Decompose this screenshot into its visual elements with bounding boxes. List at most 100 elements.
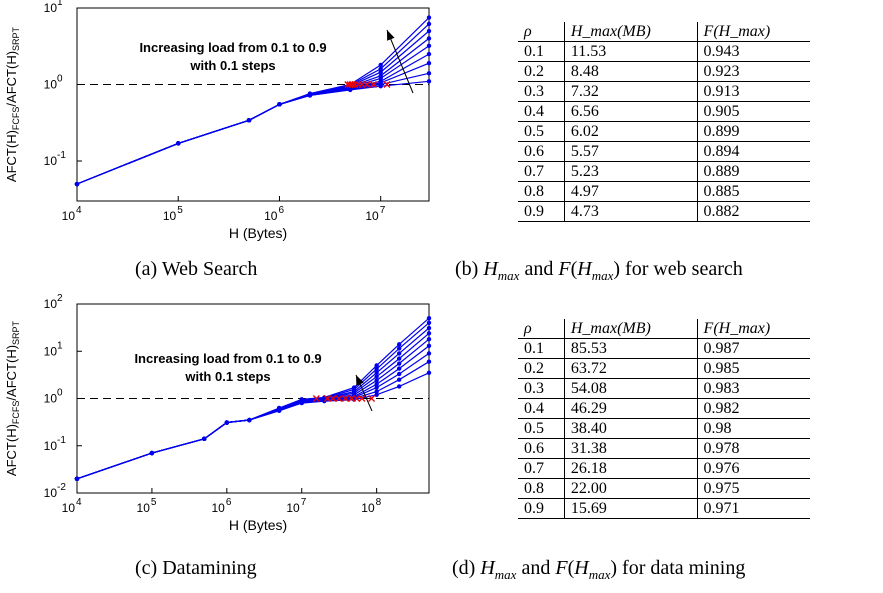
y-tick-exponent: -1 [57,435,66,446]
table-cell: 15.69 [564,498,698,519]
table-cell: 85.53 [564,338,698,359]
series-line [76,80,430,185]
table-row: 0.2 63.72 0.985 [518,358,810,379]
table-header-cell: F(H_max) [703,320,771,337]
series-point [426,351,432,356]
series-point [426,21,432,27]
x-tick-exponent: 7 [301,497,307,508]
table-cell: 11.53 [564,41,698,62]
series-point [426,15,432,20]
table-cell: 63.72 [564,358,698,379]
series-point [374,382,379,387]
series-point [426,71,432,76]
series-point [396,366,402,371]
table-cell: 6.56 [564,101,698,122]
x-tick-exponent: 5 [151,497,157,508]
x-tick-label: 10 [211,501,225,515]
table-row: 0.9 15.69 0.971 [518,498,810,519]
x-tick-exponent: 4 [76,205,82,216]
y-axis-label: AFCT(H)FCFS/AFCT(H)SRPT [4,26,21,182]
series-point [374,374,379,379]
table-cell: 0.6 [518,141,565,162]
caption-c: (c) Datamining [135,557,257,579]
crossing-marker [369,81,377,88]
table-cell: 4.97 [564,181,698,202]
x-tick-label: 10 [361,501,375,515]
table-cell: 0.2 [518,61,565,82]
series-point [351,385,357,390]
table-row: 0.6 5.57 0.894 [518,141,810,162]
series-point [176,141,181,146]
table-cell: 26.18 [564,458,698,479]
y-tick-exponent: 0 [57,388,63,399]
table-cell: 0.943 [703,43,740,60]
x-tick-exponent: 6 [278,205,284,216]
series-point [396,346,402,351]
table-cell: 0.905 [703,103,740,120]
series-point [396,351,402,356]
crossing-marker [342,395,349,402]
x-axis-label: H (Bytes) [229,225,287,241]
table-cell: 54.08 [564,378,698,399]
series-point [426,320,432,326]
table-row: 0.3 54.08 0.983 [518,378,810,399]
caption-a: (a) Web Search [135,258,258,280]
crossing-marker [329,395,337,402]
table-cell: 0.982 [703,400,740,417]
series-point [74,476,80,481]
series-point [374,385,379,390]
series-point [374,378,379,383]
crossing-marker [348,395,356,402]
table-cell: 5.23 [564,161,698,182]
series-point [374,363,379,368]
table-row: 0.1 85.53 0.987 [518,338,810,359]
series-point [378,66,383,72]
table-cell: 0.987 [703,340,740,357]
series-point [277,102,282,107]
series-point [378,69,383,75]
series-point [426,316,432,321]
table-cell: 7.32 [564,81,698,102]
caption-d: (d) Hmax and F(Hmax) for data mining [452,557,746,582]
x-tick-label: 10 [286,501,300,515]
table-row: 0.5 38.40 0.98 [518,418,810,439]
crossing-marker [353,395,361,402]
x-axis-label: H (Bytes) [229,517,287,533]
crossing-marker [383,81,391,88]
series-point [247,417,252,423]
table-header-cell: F(H_max) [703,23,771,40]
y-tick-label: 10 [44,439,58,453]
y-tick-label: 10 [44,154,58,168]
table-cell: 0.985 [703,360,740,377]
table-cell: 38.40 [564,418,698,439]
plot-frame [76,7,430,202]
table-row: 0.8 22.00 0.975 [518,478,810,499]
x-tick-label: 10 [365,209,379,223]
table-cell: 0.5 [518,418,565,439]
y-tick-exponent: 0 [57,73,63,84]
y-tick-label: 10 [44,344,58,358]
table-cell: 0.975 [703,480,740,497]
table-cell: 0.976 [703,460,740,477]
y-tick-exponent: 1 [57,340,63,351]
series-point [149,450,155,456]
x-tick-label: 10 [264,209,278,223]
series-point [307,91,313,96]
series-point [426,79,432,84]
series-point [426,331,432,336]
series-point [378,62,383,68]
series-point [426,359,432,364]
crossing-marker [368,395,376,402]
x-tick-label: 10 [62,501,76,515]
crossing-marker [323,395,331,402]
y-tick-exponent: -1 [57,150,66,161]
series-point [374,392,379,397]
series-line [76,317,430,480]
series-point [426,60,432,66]
series-point [396,371,402,377]
annotation-line1: Increasing load from 0.1 to 0.9 [139,40,326,55]
series-point [374,370,379,375]
crossing-marker [335,395,343,402]
table-header-cell: ρ [518,22,565,42]
table-cell: 0.2 [518,358,565,379]
